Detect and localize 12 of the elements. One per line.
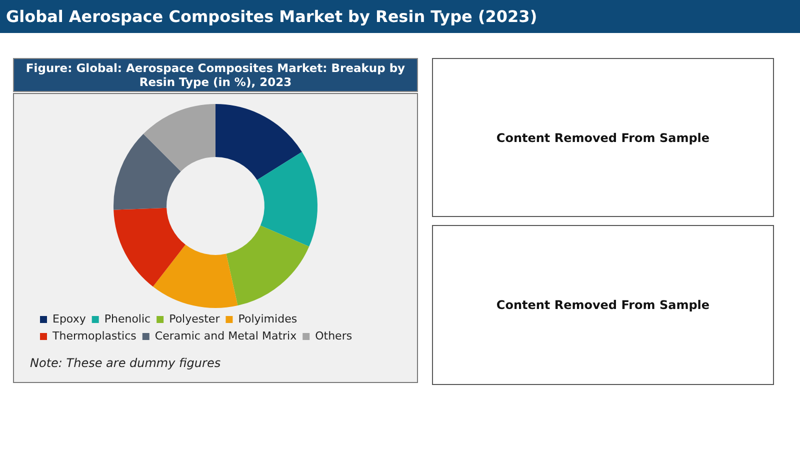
legend-label: Polyester <box>169 312 220 326</box>
chart-subtitle: Figure: Global: Aerospace Composites Market: Breakup by Resin Type (in %), 2023 <box>13 58 418 92</box>
text: Content Removed From Sample <box>432 58 774 217</box>
text: Content Removed From Sample <box>432 225 774 385</box>
legend-label: Polyimides <box>238 312 298 326</box>
legend-label: Thermoplastics <box>52 329 137 342</box>
text: Note: These are dummy figures <box>30 356 221 370</box>
chart-title: Global Aerospace Composites Market by Resin Type (2023) <box>0 0 800 33</box>
legend-label: Epoxy <box>52 312 86 326</box>
legend-label: Phenolic <box>104 312 151 326</box>
legend-label: Ceramic and Metal Matrix <box>154 329 298 342</box>
legend-label: Others <box>315 329 352 342</box>
